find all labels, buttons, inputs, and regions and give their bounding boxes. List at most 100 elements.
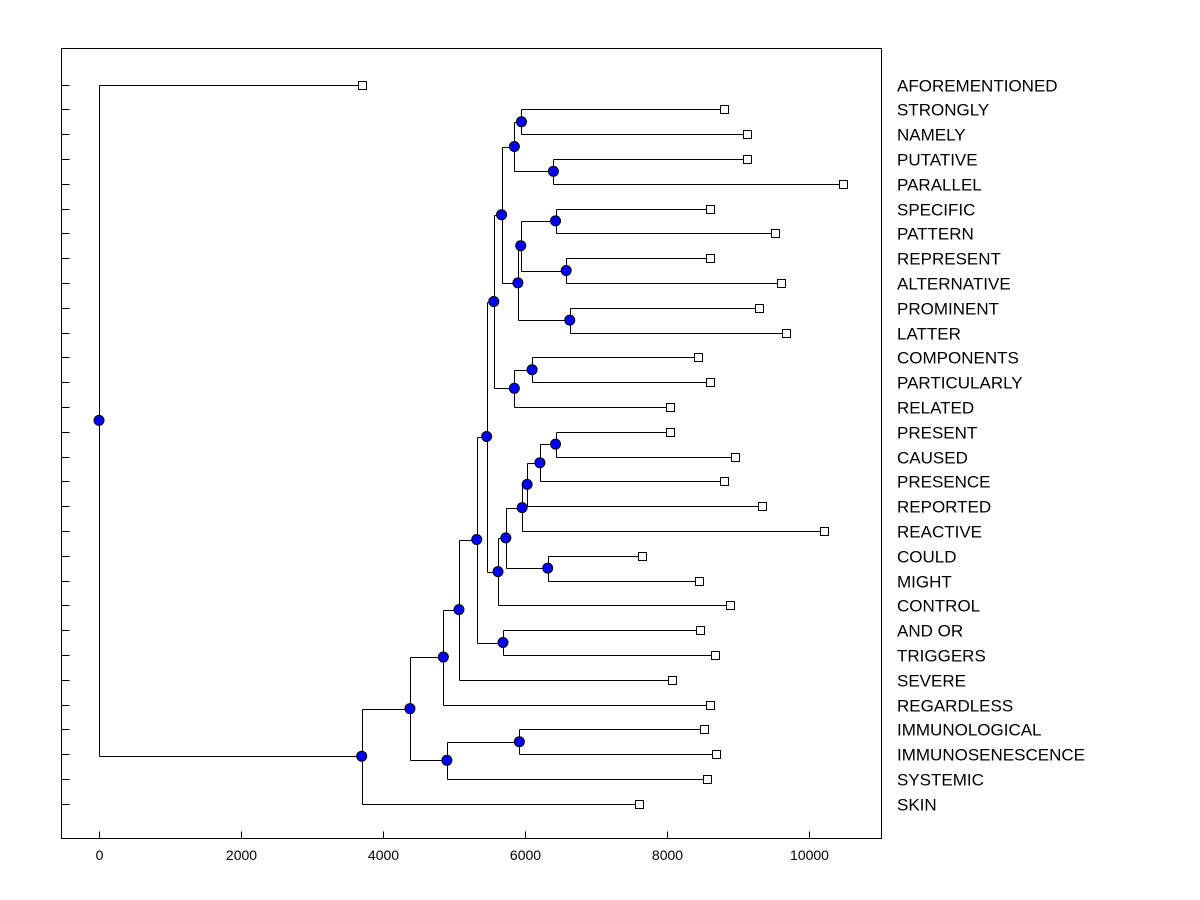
merge-node	[526, 364, 538, 376]
leaf-label: COULD	[897, 548, 957, 567]
merge-node	[534, 457, 546, 469]
leaf-label: AND OR	[897, 622, 963, 641]
leaf-marker	[706, 378, 715, 387]
merge-node	[500, 532, 512, 544]
leaf-label: SPECIFIC	[897, 201, 975, 220]
leaf-marker	[720, 477, 729, 486]
dendrogram-branches	[99, 85, 844, 805]
merge-node	[550, 438, 562, 450]
merge-node	[93, 414, 105, 426]
leaf-label: NAMELY	[897, 126, 966, 145]
leaf-label: MIGHT	[897, 573, 952, 592]
leaf-marker	[731, 453, 740, 462]
merge-node	[404, 703, 416, 715]
x-tick-label: 4000	[368, 847, 399, 863]
leaf-label: ALTERNATIVE	[897, 275, 1011, 294]
x-tick-label: 10000	[790, 847, 829, 863]
merge-node	[441, 754, 453, 766]
leaf-label: LATTER	[897, 325, 961, 344]
leaf-marker	[712, 750, 721, 759]
merge-node	[471, 534, 483, 546]
leaf-marker	[695, 577, 704, 586]
leaf-marker	[755, 304, 764, 313]
merge-node	[508, 141, 520, 152]
leaf-label: REPRESENT	[897, 250, 1001, 269]
merge-node-markers	[93, 116, 576, 766]
leaf-label: TRIGGERS	[897, 647, 986, 666]
merge-node	[497, 637, 509, 648]
plot-frame	[61, 48, 882, 839]
leaf-marker	[820, 527, 829, 536]
leaf-label: IMMUNOSENESCENCE	[897, 746, 1085, 765]
leaf-label: AFOREMENTIONED	[897, 77, 1058, 96]
x-axis: 0 2000 4000 6000 8000 10000	[96, 831, 829, 863]
merge-node	[492, 566, 504, 578]
y-axis-ticks	[61, 85, 70, 805]
leaf-label: REGARDLESS	[897, 697, 1013, 716]
merge-node	[547, 165, 559, 177]
leaf-label: COMPONENTS	[897, 349, 1019, 368]
x-tick-label: 2000	[226, 847, 257, 863]
leaf-label: PRESENCE	[897, 473, 991, 492]
leaf-marker	[706, 205, 715, 214]
leaf-label: PARALLEL	[897, 176, 982, 195]
leaf-marker	[358, 81, 367, 90]
x-tick-label: 0	[96, 847, 104, 863]
leaf-marker	[782, 329, 791, 338]
leaf-marker	[638, 552, 647, 561]
leaf-marker	[696, 626, 705, 635]
merge-node	[515, 116, 527, 128]
merge-node	[488, 296, 500, 307]
leaf-marker	[743, 130, 752, 139]
leaf-marker	[668, 676, 677, 685]
merge-node	[550, 215, 562, 227]
merge-node	[560, 265, 572, 276]
leaf-label: PRESENT	[897, 424, 977, 443]
leaf-markers	[358, 81, 848, 809]
x-tick-label: 8000	[652, 847, 683, 863]
leaf-marker	[694, 353, 703, 362]
leaf-marker	[839, 180, 848, 189]
leaf-label: STRONGLY	[897, 101, 989, 120]
merge-node	[521, 478, 533, 490]
merge-node	[453, 604, 465, 616]
merge-node	[356, 750, 368, 762]
leaf-marker	[706, 701, 715, 710]
leaf-marker	[666, 403, 675, 412]
leaf-marker	[706, 254, 715, 263]
leaf-label: REACTIVE	[897, 523, 982, 542]
merge-node	[496, 209, 508, 221]
leaf-label: CAUSED	[897, 449, 968, 468]
leaf-label: REPORTED	[897, 498, 991, 517]
leaf-label: PROMINENT	[897, 300, 999, 319]
x-tick-label: 6000	[510, 847, 541, 863]
merge-node	[481, 431, 493, 443]
leaf-marker	[720, 105, 729, 114]
leaf-marker	[726, 601, 735, 610]
merge-node	[437, 651, 449, 663]
leaf-marker	[703, 775, 712, 784]
leaf-labels: AFOREMENTIONED STRONGLY NAMELY PUTATIVE PARA…	[897, 77, 1085, 815]
leaf-label: PATTERN	[897, 225, 974, 244]
leaf-marker	[777, 279, 786, 288]
merge-node	[542, 562, 554, 574]
leaf-label: RELATED	[897, 399, 974, 418]
merge-node	[512, 277, 524, 289]
leaf-label: IMMUNOLOGICAL	[897, 721, 1042, 740]
leaf-marker	[771, 229, 780, 238]
merge-node	[508, 382, 520, 394]
leaf-label: SKIN	[897, 796, 937, 815]
leaf-marker	[743, 155, 752, 164]
leaf-label: CONTROL	[897, 597, 980, 616]
merge-node	[515, 240, 527, 252]
merge-node	[516, 502, 528, 514]
leaf-label: SYSTEMIC	[897, 771, 984, 790]
leaf-marker	[700, 725, 709, 734]
leaf-label: PUTATIVE	[897, 151, 978, 170]
leaf-marker	[666, 428, 675, 437]
merge-node	[564, 314, 576, 326]
leaf-marker	[635, 800, 644, 809]
leaf-label: PARTICULARLY	[897, 374, 1023, 393]
leaf-marker	[711, 651, 720, 660]
